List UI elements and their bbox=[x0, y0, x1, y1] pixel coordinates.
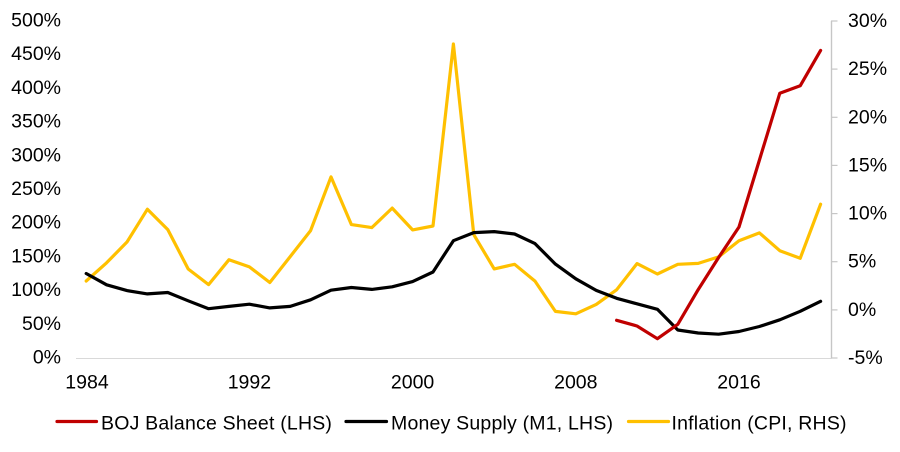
svg-text:5%: 5% bbox=[848, 251, 876, 273]
svg-text:15%: 15% bbox=[848, 154, 887, 176]
svg-text:300%: 300% bbox=[11, 144, 61, 166]
svg-text:2016: 2016 bbox=[717, 372, 760, 394]
svg-text:200%: 200% bbox=[11, 212, 61, 234]
svg-text:250%: 250% bbox=[11, 178, 61, 200]
svg-text:20%: 20% bbox=[848, 106, 887, 128]
svg-text:500%: 500% bbox=[11, 10, 61, 32]
svg-text:1992: 1992 bbox=[228, 372, 271, 394]
svg-text:50%: 50% bbox=[22, 313, 61, 335]
svg-text:0%: 0% bbox=[848, 299, 876, 321]
svg-text:400%: 400% bbox=[11, 77, 61, 99]
svg-text:2008: 2008 bbox=[554, 372, 597, 394]
svg-text:100%: 100% bbox=[11, 279, 61, 301]
svg-text:450%: 450% bbox=[11, 43, 61, 65]
svg-text:Money Supply (M1, LHS): Money Supply (M1, LHS) bbox=[391, 413, 613, 435]
svg-text:-5%: -5% bbox=[848, 347, 883, 369]
svg-text:30%: 30% bbox=[848, 10, 887, 32]
svg-text:2000: 2000 bbox=[391, 372, 435, 394]
svg-text:1984: 1984 bbox=[65, 372, 109, 394]
svg-text:10%: 10% bbox=[848, 203, 887, 225]
svg-text:0%: 0% bbox=[33, 347, 61, 369]
svg-text:350%: 350% bbox=[11, 111, 61, 133]
svg-text:150%: 150% bbox=[11, 245, 61, 267]
svg-text:Inflation (CPI, RHS): Inflation (CPI, RHS) bbox=[672, 413, 847, 435]
svg-text:25%: 25% bbox=[848, 58, 887, 80]
svg-text:BOJ Balance Sheet (LHS): BOJ Balance Sheet (LHS) bbox=[101, 413, 332, 435]
